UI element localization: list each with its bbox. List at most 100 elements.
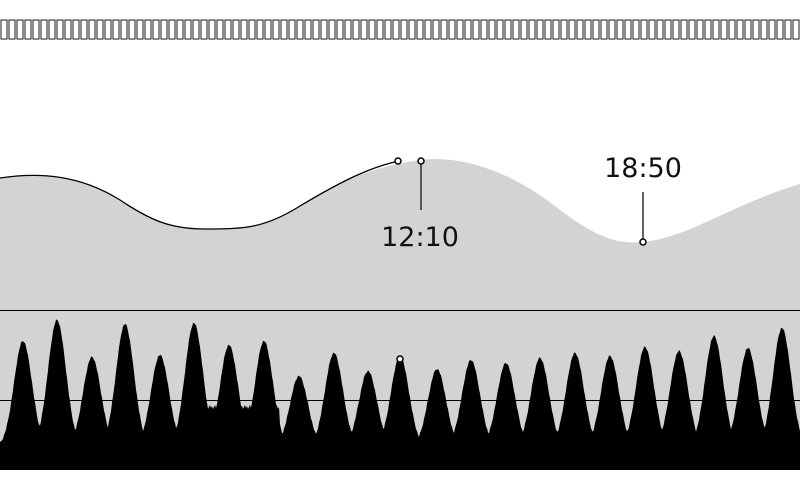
bottom-baseline [0, 468, 800, 470]
ruler-tick [608, 19, 616, 40]
ruler-tick [32, 19, 40, 40]
ruler-tick [440, 19, 448, 40]
upper-wave-area [0, 159, 800, 310]
ruler-tick [768, 19, 776, 40]
ruler-tick [704, 19, 712, 40]
ruler-tick [136, 19, 144, 40]
ruler-tick [304, 19, 312, 40]
ruler-tick [200, 19, 208, 40]
ruler-tick [336, 19, 344, 40]
marker-b-label: 12:10 [381, 222, 459, 253]
upper-wave-outline [0, 160, 400, 230]
ruler-tick [72, 19, 80, 40]
ruler-tick [512, 19, 520, 40]
ruler-tick [496, 19, 504, 40]
marker-b[interactable] [417, 157, 425, 165]
ruler-tick [176, 19, 184, 40]
ruler-tick [376, 19, 384, 40]
ruler-tick [328, 19, 336, 40]
ruler-tick [752, 19, 760, 40]
ruler-tick [280, 19, 288, 40]
ruler-tick [120, 19, 128, 40]
ruler-tick [680, 19, 688, 40]
ruler-tick [240, 19, 248, 40]
marker-c[interactable] [639, 238, 647, 246]
ruler-tick [456, 19, 464, 40]
ruler-tick [696, 19, 704, 40]
ruler-tick [560, 19, 568, 40]
ruler-tick [664, 19, 672, 40]
ruler-tick [656, 19, 664, 40]
ruler-tick [312, 19, 320, 40]
ruler-tick [736, 19, 744, 40]
ruler-tick [552, 19, 560, 40]
ruler-tick [616, 19, 624, 40]
ruler-tick [464, 19, 472, 40]
ruler-tick [392, 19, 400, 40]
ruler-tick [56, 19, 64, 40]
ruler-tick [760, 19, 768, 40]
ruler-tick [672, 19, 680, 40]
ruler-tick [416, 19, 424, 40]
ruler-tick [792, 19, 800, 40]
ruler-tick [104, 19, 112, 40]
ruler-tick [536, 19, 544, 40]
ruler-tick [224, 19, 232, 40]
ruler-tick [272, 19, 280, 40]
marker-c-label: 18:50 [604, 153, 682, 184]
ruler-tick [88, 19, 96, 40]
ruler-tick [320, 19, 328, 40]
ruler-tick [480, 19, 488, 40]
waveform-area [0, 319, 800, 470]
timeline-ruler[interactable] [0, 19, 800, 40]
ruler-tick [352, 19, 360, 40]
ruler-tick [640, 19, 648, 40]
ruler-tick [168, 19, 176, 40]
ruler-tick [472, 19, 480, 40]
ruler-tick [592, 19, 600, 40]
ruler-tick [432, 19, 440, 40]
ruler-tick [688, 19, 696, 40]
ruler-tick [264, 19, 272, 40]
ruler-tick [96, 19, 104, 40]
ruler-tick [568, 19, 576, 40]
ruler-tick [584, 19, 592, 40]
ruler-tick [128, 19, 136, 40]
ruler-tick [64, 19, 72, 40]
ruler-tick [192, 19, 200, 40]
ruler-tick [520, 19, 528, 40]
ruler-tick [40, 19, 48, 40]
ruler-tick [504, 19, 512, 40]
ruler-tick [720, 19, 728, 40]
ruler-tick [448, 19, 456, 40]
ruler-tick [256, 19, 264, 40]
ruler-tick [712, 19, 720, 40]
ruler-tick [48, 19, 56, 40]
ruler-tick [544, 19, 552, 40]
ruler-tick [16, 19, 24, 40]
ruler-tick [648, 19, 656, 40]
ruler-tick [112, 19, 120, 40]
ruler-tick [0, 19, 8, 40]
ruler-tick [784, 19, 792, 40]
ruler-tick [360, 19, 368, 40]
ruler-tick [408, 19, 416, 40]
ruler-tick [600, 19, 608, 40]
marker-a[interactable] [394, 157, 402, 165]
ruler-tick [776, 19, 784, 40]
ruler-tick [632, 19, 640, 40]
ruler-tick [528, 19, 536, 40]
ruler-tick [400, 19, 408, 40]
ruler-tick [488, 19, 496, 40]
ruler-tick [288, 19, 296, 40]
ruler-tick [296, 19, 304, 40]
ruler-tick [8, 19, 16, 40]
ruler-tick [728, 19, 736, 40]
ruler-tick [384, 19, 392, 40]
ruler-tick [216, 19, 224, 40]
waveform-cursor-marker[interactable] [396, 355, 404, 363]
ruler-tick [152, 19, 160, 40]
ruler-tick [24, 19, 32, 40]
ruler-tick [424, 19, 432, 40]
